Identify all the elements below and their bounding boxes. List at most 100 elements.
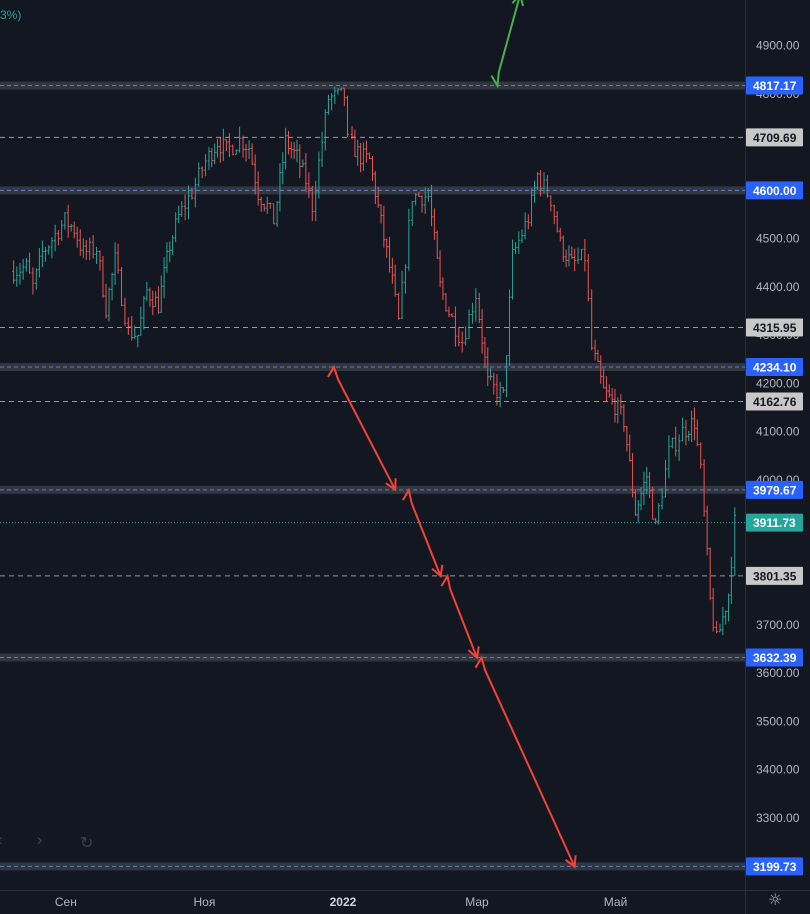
candle	[180, 201, 184, 217]
candle	[605, 376, 608, 402]
candle	[85, 240, 88, 260]
candle	[145, 281, 149, 302]
time-tick-label: Мар	[465, 895, 489, 909]
candle	[602, 368, 605, 389]
settings-icon[interactable]: ☼	[768, 890, 783, 909]
candle	[417, 191, 421, 198]
candle	[681, 417, 684, 442]
candle	[157, 286, 160, 314]
candle	[536, 172, 539, 191]
candle	[674, 426, 678, 457]
candle	[88, 237, 92, 261]
scroll-right-icon[interactable]: ›	[36, 830, 44, 851]
scroll-left-icon[interactable]: ‹	[0, 830, 3, 851]
level-price-text: 4162.76	[753, 395, 797, 409]
candle	[450, 313, 454, 318]
candle	[454, 306, 457, 347]
up-arrow[interactable]	[490, 0, 525, 89]
candle	[301, 159, 305, 168]
price-tick-label: 4500.00	[756, 232, 800, 246]
candle	[41, 240, 44, 268]
candle	[238, 126, 241, 153]
candle	[567, 245, 571, 267]
candle	[91, 235, 95, 259]
candle	[133, 325, 137, 340]
price-axis[interactable]: 4900.004800.004700.004500.004400.004300.…	[745, 0, 810, 914]
time-axis[interactable]: Сен Ноя 2022 Мар Май	[0, 890, 810, 914]
candle	[295, 139, 299, 163]
candle	[113, 242, 117, 286]
down-arrow[interactable]	[474, 655, 577, 869]
candle	[441, 277, 445, 301]
candle	[464, 326, 467, 346]
candle	[642, 471, 646, 506]
level-price-text: 4315.95	[753, 321, 797, 335]
down-arrow[interactable]	[327, 364, 397, 492]
price-tick-label: 4200.00	[756, 376, 800, 390]
price-tick-label: 4100.00	[756, 425, 800, 439]
candle	[721, 606, 725, 636]
price-axis-panel[interactable]	[745, 0, 810, 914]
candle	[546, 175, 549, 198]
time-tick-label: 2022	[330, 895, 357, 909]
candle	[684, 419, 688, 446]
candle	[457, 326, 461, 347]
candle	[275, 201, 279, 227]
candle	[21, 258, 25, 280]
candle	[654, 517, 657, 525]
level-price-label: 3632.39	[746, 648, 803, 667]
candle	[693, 407, 696, 441]
candle	[677, 434, 681, 461]
candle	[613, 388, 617, 423]
candle	[241, 135, 245, 158]
price-tick-label: 3700.00	[756, 618, 800, 632]
candle	[477, 292, 481, 324]
candle	[498, 382, 502, 408]
candle	[253, 154, 257, 195]
candle	[593, 339, 597, 361]
candle	[38, 247, 41, 278]
down-arrow[interactable]	[440, 573, 480, 660]
time-axis-panel[interactable]	[0, 890, 745, 914]
candle	[330, 93, 333, 111]
candle	[365, 140, 368, 163]
arrows	[327, 0, 577, 869]
level-price-text: 4817.17	[753, 79, 797, 93]
candle	[724, 610, 727, 625]
candle	[343, 87, 346, 107]
candle	[576, 247, 580, 264]
time-tick-label: Сен	[55, 895, 77, 909]
candle	[25, 258, 28, 272]
candle	[287, 130, 290, 155]
candle	[382, 205, 386, 248]
time-tick-label: Ноя	[193, 895, 215, 909]
candle	[234, 149, 238, 155]
level-price-text: 3199.73	[753, 860, 797, 874]
candle	[307, 172, 311, 199]
candle	[564, 249, 568, 268]
candle	[66, 204, 70, 238]
candle	[657, 503, 660, 525]
candle	[671, 437, 674, 449]
candle	[35, 268, 38, 290]
reset-icon[interactable]: ↻	[80, 833, 94, 852]
candle	[244, 143, 248, 162]
candle	[699, 442, 703, 469]
candle	[359, 142, 362, 173]
down-arrow[interactable]	[401, 487, 444, 579]
candle	[356, 139, 360, 166]
candle	[18, 263, 22, 285]
candle	[174, 212, 177, 243]
candle	[520, 229, 524, 244]
candle	[523, 212, 527, 240]
level-price-text: 4709.69	[753, 131, 797, 145]
candle	[15, 266, 19, 287]
candle	[702, 459, 706, 517]
candle	[75, 226, 79, 248]
candle	[107, 287, 111, 322]
candle	[555, 211, 559, 233]
candles	[12, 86, 737, 636]
candle	[420, 195, 424, 213]
candle	[480, 308, 484, 354]
